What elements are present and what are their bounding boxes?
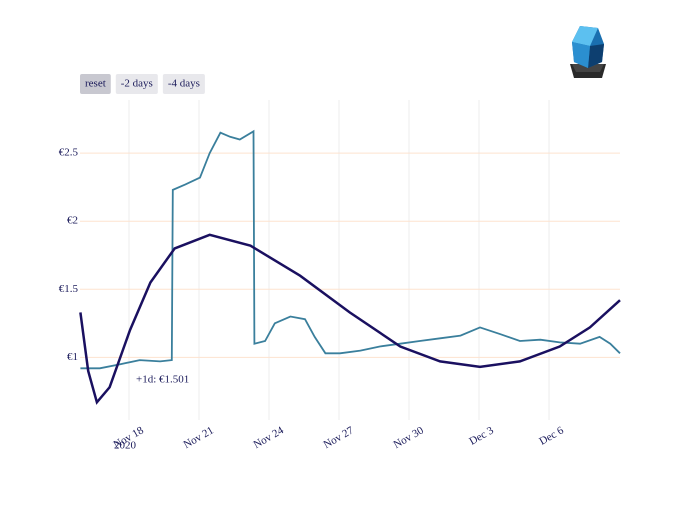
- logo: [570, 26, 606, 78]
- x-tick-label: Dec 3: [467, 424, 496, 448]
- series-line: [80, 129, 621, 370]
- y-tick-label: €1.5: [59, 283, 79, 295]
- button-bg: [80, 74, 111, 94]
- x-tick-label: Nov 30: [391, 424, 426, 451]
- range-buttons: reset -2 days -4 days: [80, 74, 205, 94]
- range-button[interactable]: -4 days: [162, 74, 205, 94]
- y-tick-label: €2: [67, 215, 78, 227]
- plot: [79, 129, 621, 405]
- button-label: reset: [85, 78, 106, 90]
- y-tick-label: €1: [67, 351, 78, 363]
- button-label: -2 days: [121, 78, 153, 90]
- annotation: +1d: €1.501: [136, 374, 189, 386]
- grid: [80, 100, 620, 420]
- button-label: -4 days: [168, 78, 200, 90]
- series-line: [79, 233, 621, 405]
- y-tick-label: €2.5: [59, 147, 79, 159]
- button-bg: [162, 74, 205, 94]
- x-tick-label: Nov 27: [321, 424, 356, 451]
- button-bg: [115, 74, 158, 94]
- range-button[interactable]: -2 days: [115, 74, 158, 94]
- x-tick-year: 2020: [114, 440, 137, 452]
- range-button[interactable]: reset: [80, 74, 111, 94]
- x-tick-label: Nov 21: [181, 424, 215, 451]
- x-tick-label: Dec 6: [537, 424, 566, 448]
- x-tick-label: Nov 24: [251, 424, 286, 451]
